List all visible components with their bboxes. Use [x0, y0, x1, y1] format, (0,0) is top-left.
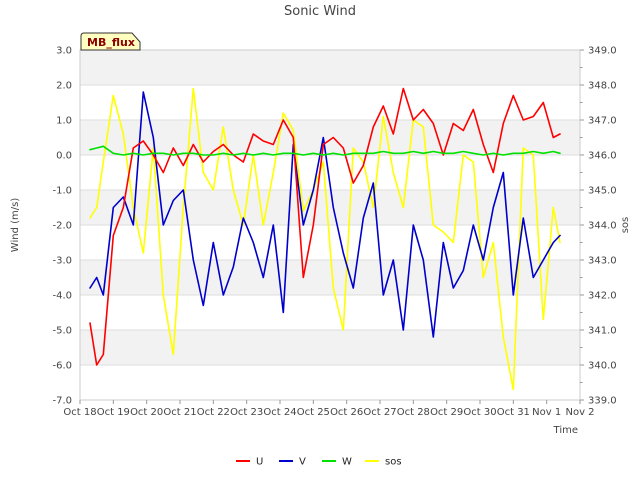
legend-label-V: V	[299, 457, 306, 468]
series-line-W	[89, 145, 561, 156]
x-tick-label: Oct 23	[230, 407, 263, 418]
y-tick-label: -4.0	[52, 291, 72, 302]
x-tick-label: Oct 22	[197, 407, 230, 418]
y-tick-label: 2.0	[56, 81, 72, 92]
background-band	[80, 120, 580, 155]
y-tick-label: 3.0	[56, 46, 72, 57]
y-axis-right: 349.0 348.0 347.0 346.0 345.0 344.0 343.0 342.0…	[580, 46, 617, 407]
y-tick-label: -1.0	[52, 186, 72, 197]
y2-tick-label: 342.0	[588, 291, 617, 302]
background-band	[80, 260, 580, 295]
x-tick-label: Oct 31	[497, 407, 530, 418]
y2-tick-label: 345.0	[588, 186, 617, 197]
series-line-sos	[89, 87, 561, 391]
x-tick-label: Nov 1	[532, 407, 561, 418]
y2-tick-label: 339.0	[588, 396, 617, 407]
y-tick-label: -5.0	[52, 326, 72, 337]
y-tick-label: 1.0	[56, 116, 72, 127]
x-tick-label: Oct 29	[430, 407, 463, 418]
x-tick-label: Oct 26	[330, 407, 363, 418]
x-tick-label: Oct 27	[363, 407, 396, 418]
plot-background-bands	[80, 50, 580, 365]
x-axis-title: Time	[553, 425, 578, 436]
x-tick-label: Oct 25	[297, 407, 330, 418]
x-tick-label: Nov 2	[565, 407, 594, 418]
series-line-U	[89, 87, 561, 366]
x-tick-label: Oct 21	[163, 407, 196, 418]
x-tick-label: Oct 18	[63, 407, 96, 418]
y2-tick-label: 343.0	[588, 256, 617, 267]
site-tag-box	[80, 32, 141, 51]
y2-tick-label: 347.0	[588, 116, 617, 127]
y2-tick-label: 346.0	[588, 151, 617, 162]
y-tick-label: -7.0	[52, 396, 72, 407]
site-tag: MB_flux	[80, 32, 141, 51]
y-tick-label: -6.0	[52, 361, 72, 372]
background-band	[80, 330, 580, 365]
chart-title: Sonic Wind	[284, 4, 356, 19]
y2-axis-title: sos	[620, 217, 631, 234]
series-line-V	[89, 91, 561, 338]
x-tick-label: Oct 28	[397, 407, 430, 418]
y2-tick-label: 349.0	[588, 46, 617, 57]
background-band	[80, 50, 580, 85]
y-tick-label: 0.0	[56, 151, 72, 162]
y-axis-title: Wind (m/s)	[10, 198, 21, 253]
x-tick-label: Oct 19	[97, 407, 130, 418]
y2-tick-label: 348.0	[588, 81, 617, 92]
y-tick-label: -2.0	[52, 221, 72, 232]
x-axis: Oct 18 Oct 19 Oct 20 Oct 21 Oct 22 Oct 23 Oct …	[63, 400, 595, 418]
legend-label-U: U	[256, 457, 263, 468]
legend-label-sos: sos	[385, 457, 402, 468]
y2-tick-label: 341.0	[588, 326, 617, 337]
x-tick-label: Oct 30	[463, 407, 496, 418]
x-tick-label: Oct 24	[263, 407, 296, 418]
series-layer	[89, 87, 561, 391]
site-tag-label: MB_flux	[87, 36, 135, 49]
y-tick-label: -3.0	[52, 256, 72, 267]
y2-tick-label: 344.0	[588, 221, 617, 232]
x-tick-label: Oct 20	[130, 407, 163, 418]
legend-label-W: W	[342, 457, 352, 468]
y-axis-left: 3.0 2.0 1.0 0.0 -1.0 -2.0 -3.0 -4.0 -5.0 -6.0 -7.0	[52, 46, 72, 407]
y2-tick-label: 340.0	[588, 361, 617, 372]
